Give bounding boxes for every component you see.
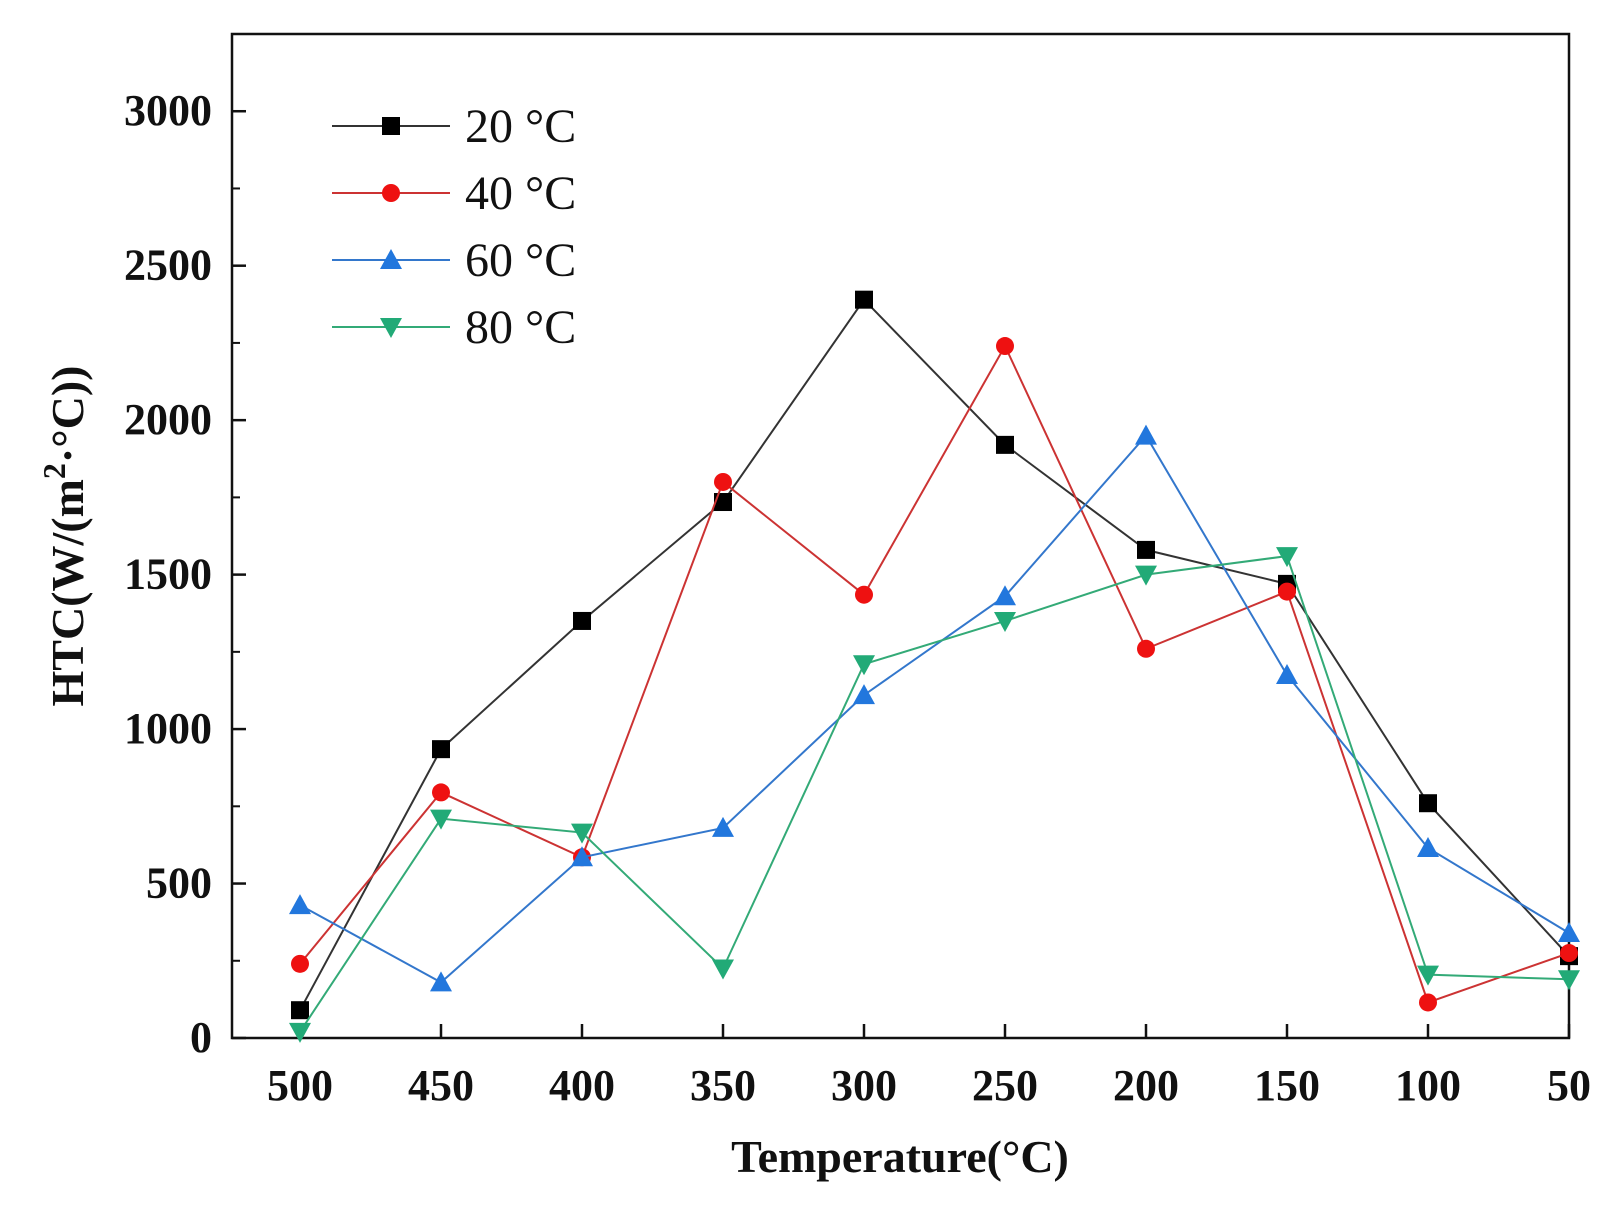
- y-tick-label-2500: 2500: [124, 241, 212, 290]
- series-2-point-350: [714, 472, 732, 491]
- series-2-point-300: [855, 585, 873, 604]
- series-4: [289, 547, 1580, 1043]
- x-tick-label-200: 200: [1113, 1061, 1179, 1110]
- y-axis-title-main: HTC(W/(m: [42, 479, 93, 706]
- series-3-point-100: [1417, 837, 1439, 858]
- legend: 20 °C 40 °C 60 °C 80 °C: [332, 100, 576, 354]
- series-4-point-300: [853, 655, 875, 676]
- series-1-point-100: [1419, 794, 1437, 813]
- series-2: [291, 337, 1578, 1012]
- series-2-point-250: [996, 337, 1014, 356]
- series-3-point-400: [571, 846, 593, 867]
- series-4-point-500: [289, 1022, 311, 1043]
- x-axis-title: Temperature(°C): [731, 1131, 1069, 1182]
- series-line-4: [299, 554, 1570, 1033]
- x-tick-label-400: 400: [549, 1061, 615, 1110]
- series-4-point-250: [994, 611, 1016, 632]
- series-4-point-100: [1417, 965, 1439, 986]
- series-1: [291, 290, 1578, 1020]
- series-line-1: [299, 298, 1570, 1011]
- legend-label-2: 40 °C: [465, 167, 576, 220]
- series-layer: [289, 290, 1580, 1043]
- series-3: [289, 424, 1580, 992]
- legend-marker-2: [382, 184, 400, 202]
- series-1-point-400: [573, 611, 591, 630]
- series-4-point-50: [1558, 970, 1580, 991]
- y-tick-label-3000: 3000: [124, 86, 212, 135]
- y-tick-label-2000: 2000: [124, 395, 212, 444]
- series-4-point-450: [430, 809, 452, 830]
- x-tick-label-300: 300: [831, 1061, 897, 1110]
- x-tick-label-50: 50: [1547, 1061, 1591, 1110]
- y-axis-title-tail: ·°C)): [42, 365, 93, 463]
- y-tick-label-1000: 1000: [124, 704, 212, 753]
- legend-marker-1: [382, 117, 400, 135]
- y-tick-label-1500: 1500: [124, 550, 212, 599]
- legend-label-4: 80 °C: [465, 301, 576, 354]
- series-2-point-150: [1278, 582, 1296, 601]
- series-3-point-200: [1135, 424, 1157, 445]
- legend-marker-4: [380, 318, 402, 338]
- series-3-point-300: [853, 684, 875, 705]
- x-tick-label-350: 350: [690, 1061, 756, 1110]
- series-4-point-200: [1135, 565, 1157, 586]
- series-1-point-500: [291, 1001, 309, 1020]
- series-4-point-350: [712, 959, 734, 980]
- x-tick-label-450: 450: [408, 1061, 474, 1110]
- series-3-point-350: [712, 816, 734, 837]
- series-1-point-450: [432, 740, 450, 759]
- x-axis: 500 450 400 350 300 250 200 150 100 50: [267, 1024, 1591, 1110]
- x-tick-label-500: 500: [267, 1061, 333, 1110]
- legend-marker-3: [380, 249, 402, 269]
- series-2-point-500: [291, 954, 309, 973]
- series-3-point-500: [289, 894, 311, 915]
- series-1-point-250: [996, 435, 1014, 454]
- series-3-point-450: [430, 971, 452, 992]
- x-tick-label-100: 100: [1395, 1061, 1461, 1110]
- x-tick-label-150: 150: [1254, 1061, 1320, 1110]
- y-tick-label-500: 500: [146, 859, 212, 908]
- series-line-2: [299, 343, 1570, 1004]
- series-3-point-150: [1276, 664, 1298, 685]
- series-4-point-150: [1276, 547, 1298, 568]
- series-1-point-350: [714, 493, 732, 512]
- series-1-point-300: [855, 290, 873, 309]
- x-tick-label-250: 250: [972, 1061, 1038, 1110]
- series-3-point-250: [994, 585, 1016, 606]
- plot-frame: [230, 32, 1571, 1040]
- y-axis: 0 500 1000 1500 2000 2500 3000: [124, 86, 246, 1062]
- series-2-point-100: [1419, 993, 1437, 1012]
- series-2-point-200: [1137, 639, 1155, 658]
- series-line-3: [299, 433, 1570, 984]
- y-axis-title-sup: 2: [36, 463, 72, 479]
- series-4-point-400: [571, 823, 593, 844]
- legend-label-3: 60 °C: [465, 234, 576, 287]
- series-1-point-200: [1137, 540, 1155, 559]
- series-3-point-50: [1558, 921, 1580, 942]
- y-axis-title: HTC(W/(m2·°C)): [36, 365, 93, 706]
- legend-label-1: 20 °C: [465, 100, 576, 153]
- series-2-point-50: [1560, 944, 1578, 963]
- y-tick-label-0: 0: [190, 1013, 212, 1062]
- series-2-point-450: [432, 783, 450, 802]
